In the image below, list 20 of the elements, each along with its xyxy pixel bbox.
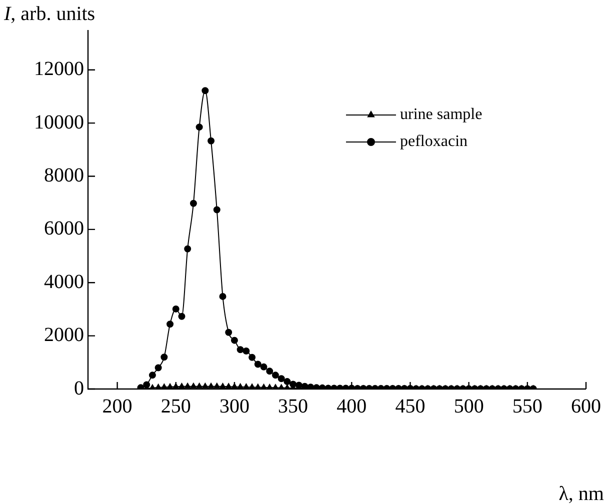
y-tick-label: 0 — [74, 377, 84, 400]
x-tick-label: 500 — [454, 395, 484, 418]
legend-label: pefloxacin — [400, 133, 468, 150]
y-axis-title: I, arb. units — [3, 3, 96, 25]
x-axis-title: λ, nm — [558, 483, 604, 504]
x-tick-label: 550 — [512, 395, 542, 418]
x-tick-label: 350 — [278, 395, 308, 418]
x-tick-label: 450 — [395, 395, 426, 418]
y-tick-label: 8000 — [44, 164, 84, 187]
y-tick-label: 10000 — [34, 111, 84, 134]
legend-label: urine sample — [400, 106, 482, 124]
x-tick-label: 250 — [160, 395, 191, 418]
y-tick-label: 6000 — [44, 218, 84, 240]
x-tick-label: 600 — [571, 395, 601, 418]
y-tick-label: 12000 — [34, 58, 84, 80]
x-tick-label: 300 — [219, 395, 250, 418]
y-tick-label: 2000 — [44, 324, 84, 346]
y-tick-label: 4000 — [44, 270, 84, 293]
x-tick-label: 400 — [336, 395, 367, 418]
x-tick-label: 200 — [102, 395, 132, 418]
